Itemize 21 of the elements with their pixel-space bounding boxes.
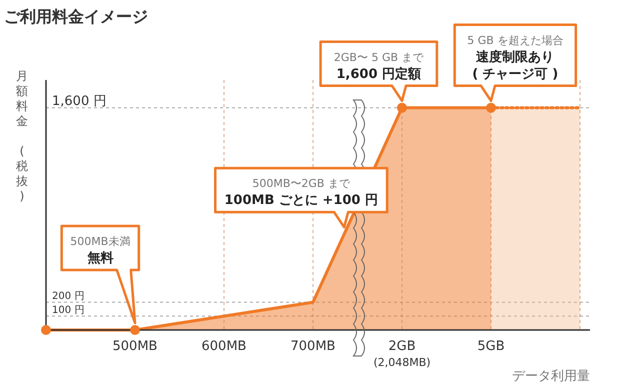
text: 速度制限あり <box>476 48 554 65</box>
annotation: 100MB ごとに +100 円 <box>224 193 378 208</box>
x-tick-label: 500MB <box>112 339 158 354</box>
annotation: ( チャージ可 ) <box>472 66 558 82</box>
x-tick-label: 5GB <box>477 339 505 354</box>
x-tick-label: 700MB <box>290 339 336 354</box>
text: 2GB〜 5 GB まで <box>334 50 425 64</box>
text: 5 GB を超えた場合 <box>467 34 564 47</box>
chart-title: ご利用料金イメージ <box>4 7 148 26</box>
x-axis-title: データ利用量 <box>512 369 590 384</box>
text: (2,048MB) <box>373 356 431 369</box>
annotation: 無料 <box>86 251 114 266</box>
annotation: 1,600 円定額 <box>336 66 422 82</box>
x-tick-label: 2GB <box>388 339 416 354</box>
annotation: 500MB〜2GB まで <box>252 177 351 190</box>
annotation: 500MB未満 <box>70 235 130 248</box>
text: 月額料金 (税抜) <box>16 69 28 203</box>
y-tick-label: 100 円 <box>52 305 84 316</box>
y-tick-label: 1,600 円 <box>52 94 106 109</box>
x-tick-label: 600MB <box>202 339 246 354</box>
y-tick-label: 200 円 <box>52 291 84 302</box>
